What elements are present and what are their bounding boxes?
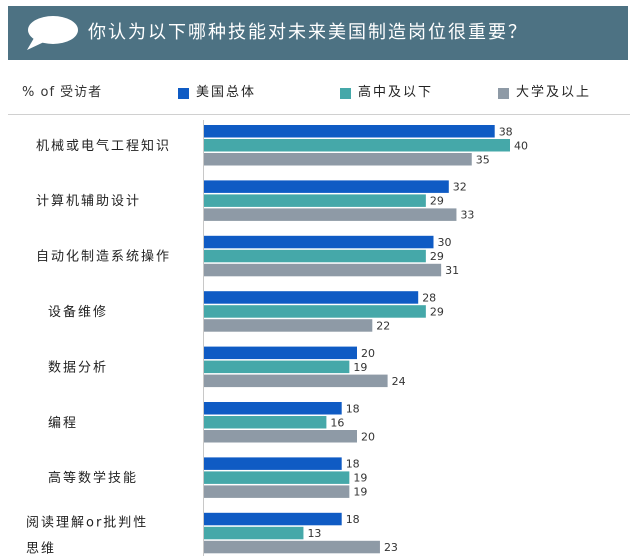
category-label: 自动化制造系统操作 bbox=[36, 249, 171, 265]
bar bbox=[204, 180, 449, 193]
bar bbox=[204, 235, 434, 249]
bar-value-label: 20 bbox=[361, 430, 375, 443]
bar-value-label: 29 bbox=[430, 250, 444, 263]
legend-swatch bbox=[340, 88, 351, 99]
bar bbox=[204, 194, 426, 207]
legend-label: 高中及以下 bbox=[358, 85, 434, 100]
bar-value-label: 30 bbox=[438, 236, 452, 249]
bar bbox=[204, 457, 342, 470]
category-label: 阅读理解or批判性 bbox=[26, 515, 148, 530]
bar bbox=[204, 416, 327, 429]
bar-value-label: 35 bbox=[476, 153, 490, 166]
bar-value-label: 20 bbox=[361, 347, 375, 360]
bar bbox=[204, 512, 342, 526]
category-label: 机械或电气工程知识 bbox=[36, 138, 171, 154]
legend-swatch bbox=[498, 88, 509, 99]
bar-value-label: 38 bbox=[499, 125, 513, 138]
bar bbox=[204, 485, 350, 498]
bar-value-label: 33 bbox=[460, 209, 474, 222]
bar-value-label: 18 bbox=[346, 458, 360, 471]
bar bbox=[204, 263, 442, 277]
category-label: 编程 bbox=[48, 416, 78, 431]
bar bbox=[204, 139, 510, 152]
category-label: 高等数学技能 bbox=[48, 470, 138, 486]
bar-value-label: 23 bbox=[384, 541, 398, 554]
bar bbox=[204, 291, 419, 304]
bar-value-label: 40 bbox=[514, 139, 528, 152]
bar-value-label: 24 bbox=[392, 375, 406, 388]
bar-value-label: 13 bbox=[307, 527, 321, 540]
bar-value-label: 19 bbox=[353, 361, 367, 374]
unit-label: % of 受访者 bbox=[22, 85, 103, 100]
category-label: 数据分析 bbox=[48, 360, 108, 375]
bar bbox=[204, 153, 472, 166]
legend-swatch bbox=[178, 88, 189, 99]
bar-value-label: 19 bbox=[353, 472, 367, 485]
bar-value-label: 29 bbox=[430, 305, 444, 318]
speech-bubble-icon bbox=[27, 16, 78, 50]
bar-value-label: 28 bbox=[422, 291, 436, 304]
bar bbox=[204, 208, 457, 221]
category-label: 思维 bbox=[26, 541, 56, 556]
bar-value-label: 32 bbox=[453, 181, 467, 194]
bar-value-label: 18 bbox=[346, 402, 360, 415]
bar bbox=[204, 249, 426, 263]
title-bar: 你认为以下哪种技能对未来美国制造岗位很重要？ bbox=[8, 6, 628, 60]
bar bbox=[204, 540, 380, 554]
chart-title: 你认为以下哪种技能对未来美国制造岗位很重要？ bbox=[88, 22, 528, 43]
bar bbox=[204, 471, 350, 484]
bar-value-label: 29 bbox=[430, 195, 444, 208]
bar bbox=[204, 402, 342, 415]
bar bbox=[204, 319, 373, 332]
bar bbox=[204, 305, 426, 318]
legend: % of 受访者 美国总体 高中及以下 大学及以上 bbox=[0, 82, 637, 104]
bar-value-label: 19 bbox=[353, 486, 367, 499]
bar bbox=[204, 526, 304, 540]
bar-value-label: 22 bbox=[376, 319, 390, 332]
legend-label: 大学及以上 bbox=[516, 85, 592, 100]
bar bbox=[204, 430, 357, 443]
bar-value-label: 16 bbox=[330, 416, 344, 429]
bar bbox=[204, 125, 495, 138]
legend-divider bbox=[8, 114, 630, 115]
category-label: 设备维修 bbox=[48, 304, 108, 320]
bar bbox=[204, 346, 357, 360]
legend-label: 美国总体 bbox=[196, 85, 257, 100]
bar-value-label: 31 bbox=[445, 264, 459, 277]
category-label: 计算机辅助设计 bbox=[36, 194, 141, 209]
bar-value-label: 18 bbox=[346, 513, 360, 526]
bar bbox=[204, 374, 388, 388]
bar bbox=[204, 360, 350, 374]
